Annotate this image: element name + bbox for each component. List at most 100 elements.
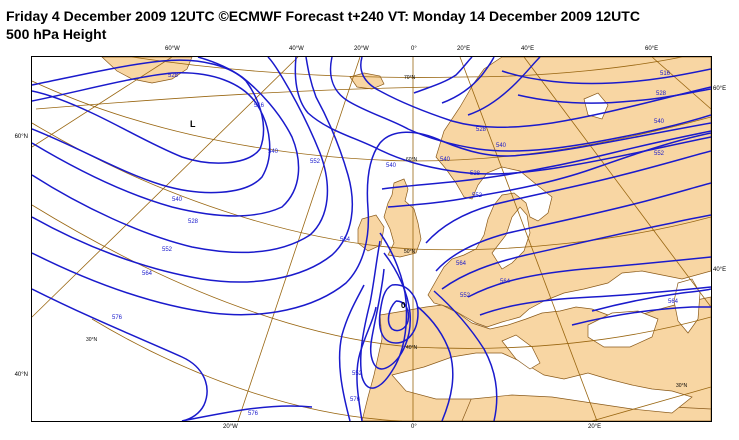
contour-line [479,286,711,316]
contour-label: 528 [470,171,481,177]
mediterranean-sea [391,352,693,414]
lon-label-top: 60°W [165,46,180,52]
contour-line [360,57,711,129]
height-contours [32,57,711,421]
contour-label: 576 [112,315,123,321]
contour-line [433,290,498,421]
contour-label: 540 [268,149,279,155]
pressure-centres: L 0 [190,119,406,310]
lon-label-bottom: 0° [411,424,417,430]
lon-label-bottom: 20°W [223,424,238,430]
chart-subtitle: 500 hPa Height [6,26,107,42]
contour-line [571,306,711,326]
land-layer [101,57,711,421]
meridian-line [35,86,433,110]
contour-label: 564 [456,261,467,267]
lon-label-bottom: 20°E [588,424,602,430]
contour-line [32,288,208,421]
contour-labels: 528 516 540 528 552 540 564 576 552 564 … [112,71,679,417]
lon-label-top: 60°E [645,46,659,52]
contour-label: 516 [660,71,671,77]
contour-line [32,72,271,194]
parallel-50n [32,122,711,251]
lon-label-top: 0° [411,46,417,52]
contour-line [425,150,711,244]
contour-label: 576 [248,411,259,417]
contour-label: 528 [188,219,199,225]
inner-lat-label: 70°N [404,75,416,81]
great-britain-landmass [383,178,422,258]
contour-line [413,57,473,94]
lat-label-left: 40°N [14,372,28,378]
lon-label-top: 40°W [289,46,304,52]
contour-label: 540 [386,163,397,169]
contour-label: 552 [352,371,363,377]
ireland-landmass [357,214,385,252]
contour-label: 540 [172,197,183,203]
contour-line [32,57,329,254]
contour-label: 552 [310,159,321,165]
inner-lat-label: 30°N [86,337,98,343]
contour-line [181,405,313,421]
parallel-70n [131,57,683,78]
contour-label: 528 [476,127,487,133]
contour-label: 576 [350,397,361,403]
map-svg: 528 516 540 528 552 540 564 576 552 564 … [32,57,711,421]
inner-lat-label: 50°N [404,249,416,255]
contour-label: 516 [254,103,265,109]
inner-lat-label: 30°N [676,383,688,389]
contour-label: 540 [654,119,665,125]
greenland-landmass [101,57,193,84]
contour-line [378,284,419,344]
contour-line [387,300,410,332]
inner-lat-label: 40°N [406,345,418,351]
contour-label: 552 [472,193,483,199]
inland-seas-layer [391,92,701,414]
contour-line [32,57,353,283]
contour-line [338,284,365,421]
contour-label: 552 [162,247,173,253]
meridian-20w [237,57,361,421]
contour-line [381,130,711,190]
contour-label: 540 [440,157,451,163]
contour-line [294,57,711,175]
contour-line [359,232,408,389]
contour-label: 564 [668,299,679,305]
meridian-60e [651,57,711,110]
contour-line [356,306,377,421]
parallel-30n [91,318,403,421]
contour-label: 528 [168,73,179,79]
contour-line [32,57,300,217]
parallel-60n [32,80,711,162]
contour-line [467,57,541,116]
contour-line [591,288,711,312]
cutoff-centre-marker: 0 [401,301,406,310]
meridian-60w [32,57,173,148]
contour-label: 528 [656,91,667,97]
contour-label: 564 [142,271,153,277]
lon-label-right: 60°E [713,86,727,92]
contour-line [329,57,711,152]
contour-line [32,59,265,164]
meridian-40w [32,57,299,318]
contour-label: 564 [500,279,511,285]
contour-label: 540 [496,143,507,149]
contour-label: 564 [340,237,351,243]
chart-title: Friday 4 December 2009 12UTC ©ECMWF Fore… [6,8,640,24]
meridian-40e [523,57,711,308]
contour-line [441,57,495,104]
contour-line [441,214,711,290]
lon-label-top: 40°E [521,46,535,52]
lat-label-left: 60°N [14,134,28,140]
contour-line [435,182,711,272]
lon-label-right: 40°E [713,267,727,273]
contour-line [501,68,711,85]
lon-label-top: 20°E [457,46,471,52]
meridian-20e [459,57,598,421]
low-centre-marker: L [190,119,196,129]
inner-lat-label: 60°N [406,157,418,163]
parallel-30n-east [591,386,711,421]
adriatic-sea [501,334,541,370]
contour-label: 552 [460,293,471,299]
contour-line [467,256,711,298]
